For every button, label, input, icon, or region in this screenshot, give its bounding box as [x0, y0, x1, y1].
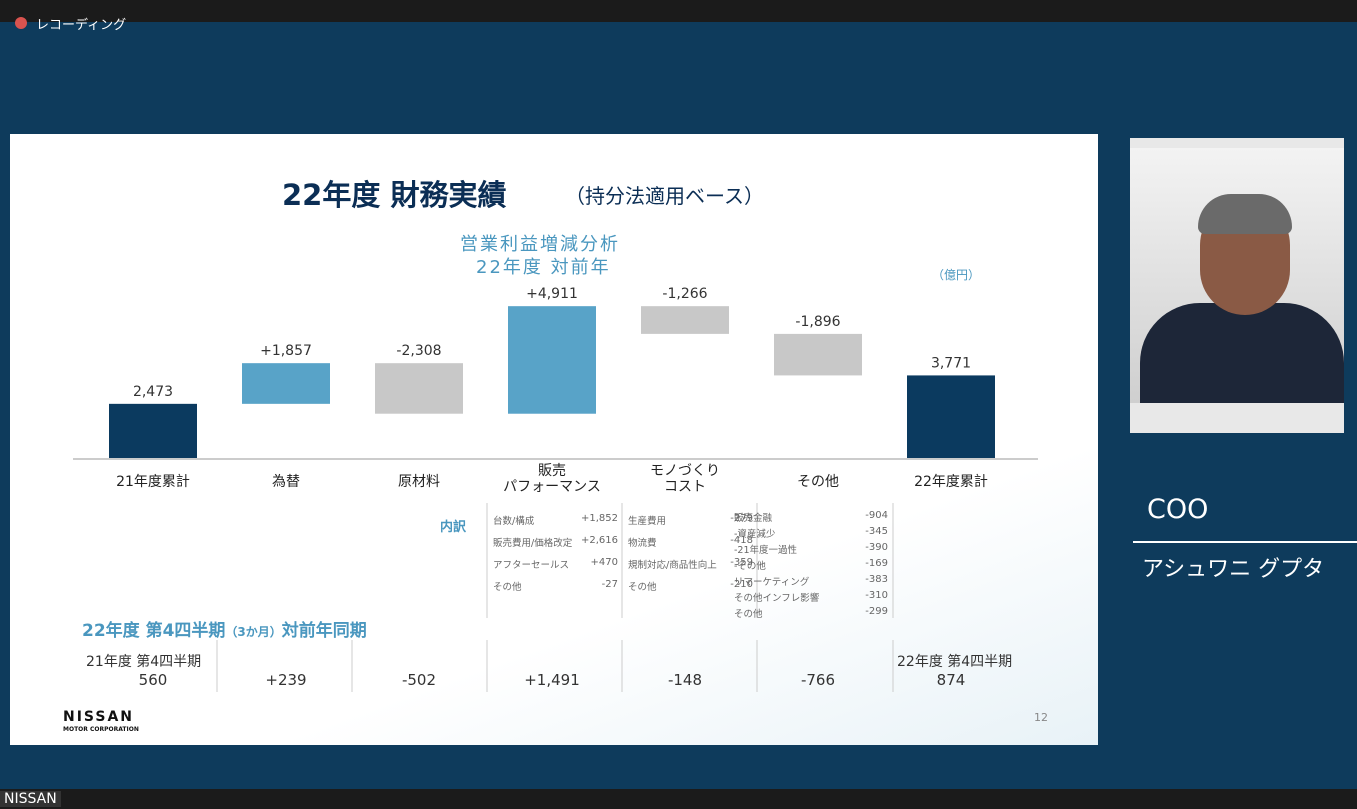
logo: NISSAN — [63, 709, 135, 725]
speaker-name: アシュワニ グプタ — [1142, 557, 1325, 582]
breakdown-item: 生産費用 — [628, 516, 667, 527]
category-label: 原材料 — [398, 474, 440, 490]
breakdown-value: -418 — [730, 535, 753, 546]
breakdown-item: その他インフレ影響 — [734, 593, 820, 604]
chart-title: 営業利益増減分析 — [460, 234, 620, 255]
q4-value: -502 — [401, 671, 437, 689]
bar — [375, 363, 463, 414]
page-number: 12 — [1034, 711, 1048, 724]
breakdown-value: -279 — [730, 513, 753, 524]
bar — [242, 363, 330, 404]
breakdown-item: その他 — [628, 582, 657, 593]
person-body — [1140, 303, 1344, 403]
breakdown-item: -その他 — [734, 561, 766, 572]
value-label: -2,308 — [396, 343, 441, 359]
breakdown-item: 販売金融 — [734, 513, 773, 524]
q4-first-label: 21年度 第4四半期 — [86, 654, 202, 670]
slide-title-note: （持分法適用ベース） — [565, 184, 764, 208]
breakdown-item: その他 — [734, 609, 763, 620]
bar — [641, 306, 729, 334]
category-label: 21年度累計 — [116, 474, 190, 490]
category-label: 22年度累計 — [914, 474, 988, 490]
bar — [508, 306, 596, 414]
q4-note: （3か月） — [225, 625, 282, 639]
breakdown-item: 規制対応/商品性向上 — [628, 560, 717, 571]
breakdown-value: -383 — [865, 574, 888, 585]
breakdown-value: -345 — [865, 526, 888, 537]
rec-dot — [15, 17, 27, 29]
breakdown-value: -390 — [865, 542, 888, 553]
breakdown-item: -資産減少 — [734, 529, 776, 540]
breakdown-value: +470 — [590, 557, 618, 568]
speaker-role: COO — [1147, 494, 1209, 525]
breakdown-value: +2,616 — [580, 535, 618, 546]
q4-title: 22年度 第4四半期（3か月）対前年同期 — [82, 616, 367, 641]
chart-subtitle: 22年度 対前年 — [476, 257, 611, 278]
q4-value: -766 — [800, 671, 836, 689]
value-label: 2,473 — [133, 384, 173, 400]
slide-title: 22年度 財務実績 — [282, 178, 507, 212]
value-label: +1,857 — [260, 343, 312, 359]
q4-value: +239 — [265, 671, 307, 689]
q4-value: 874 — [936, 671, 966, 689]
breakdown-value: -310 — [865, 590, 888, 601]
category-label: その他 — [797, 474, 839, 490]
breakdown-item: 物流費 — [628, 538, 657, 549]
divider — [1133, 541, 1357, 543]
value-label: 3,771 — [931, 355, 971, 371]
recording-label: レコーディング — [36, 18, 127, 33]
breakdown-item: -21年度一過性 — [734, 545, 798, 556]
q4-title-text: 22年度 第4四半期 — [82, 621, 226, 641]
breakdown-value: -210 — [730, 579, 753, 590]
breakdown-value: -169 — [865, 558, 888, 569]
q4-suffix: 対前年同期 — [281, 621, 367, 641]
q4-value: 560 — [138, 671, 168, 689]
breakdown-label: 内訳 — [440, 520, 467, 535]
q4-value: +1,491 — [524, 671, 580, 689]
breakdown-item: リマーケティング — [734, 577, 810, 588]
person-hair — [1198, 194, 1292, 234]
category-label: モノづくり コスト — [650, 463, 720, 495]
category-label: 為替 — [272, 474, 300, 490]
top-bar — [0, 0, 1357, 22]
bar — [774, 333, 862, 376]
q4-value: -148 — [667, 671, 703, 689]
bar — [109, 403, 197, 458]
video — [1130, 138, 1344, 433]
category-label: 販売 パフォーマンス — [503, 463, 601, 495]
value-label: -1,266 — [662, 286, 707, 302]
value-label: -1,896 — [795, 314, 840, 330]
participant-label: NISSAN — [0, 791, 61, 807]
bottom-bar — [0, 789, 1357, 809]
breakdown-item: 販売費用/価格改定 — [493, 538, 573, 549]
breakdown-value: +1,852 — [580, 513, 618, 524]
bar — [907, 375, 995, 458]
q4-last-label: 22年度 第4四半期 — [897, 654, 1013, 670]
breakdown-value: -27 — [601, 579, 618, 590]
breakdown-item: その他 — [493, 582, 522, 593]
value-label: +4,911 — [526, 286, 578, 302]
breakdown-value: -299 — [865, 606, 888, 617]
unit: （億円） — [932, 268, 981, 282]
breakdown-item: アフターセールス — [493, 560, 570, 571]
breakdown-value: -359 — [730, 557, 753, 568]
breakdown-item: 台数/構成 — [493, 516, 535, 527]
logo-sub: MOTOR CORPORATION — [63, 726, 139, 733]
breakdown-value: -904 — [865, 510, 888, 521]
